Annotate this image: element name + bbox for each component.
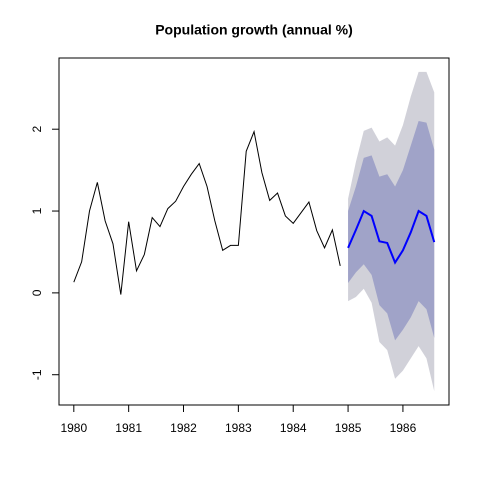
plot-frame [58, 57, 450, 406]
x-tick-label: 1985 [335, 421, 362, 435]
x-tick-label: 1983 [225, 421, 252, 435]
series-line [347, 209, 436, 265]
prediction-band [348, 121, 435, 341]
x-tick-label: 1986 [390, 421, 417, 435]
x-tick-label: 1984 [280, 421, 307, 435]
x-tick-label: 1980 [60, 421, 87, 435]
x-tick-label: 1981 [115, 421, 142, 435]
y-tick-label: 2 [30, 126, 44, 133]
y-tick-label: 1 [30, 207, 44, 214]
chart-title: Population growth (annual %) [155, 22, 353, 38]
y-tick-label: -1 [30, 369, 44, 380]
series-line [73, 129, 341, 295]
y-tick-label: 0 [30, 289, 44, 296]
x-tick-label: 1982 [170, 421, 197, 435]
